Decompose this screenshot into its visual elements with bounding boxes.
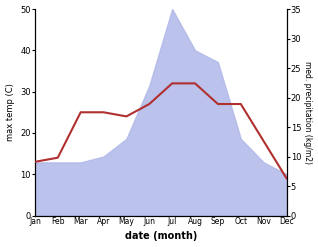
Y-axis label: max temp (C): max temp (C)	[5, 83, 15, 141]
Y-axis label: med. precipitation (kg/m2): med. precipitation (kg/m2)	[303, 61, 313, 164]
X-axis label: date (month): date (month)	[125, 231, 197, 242]
